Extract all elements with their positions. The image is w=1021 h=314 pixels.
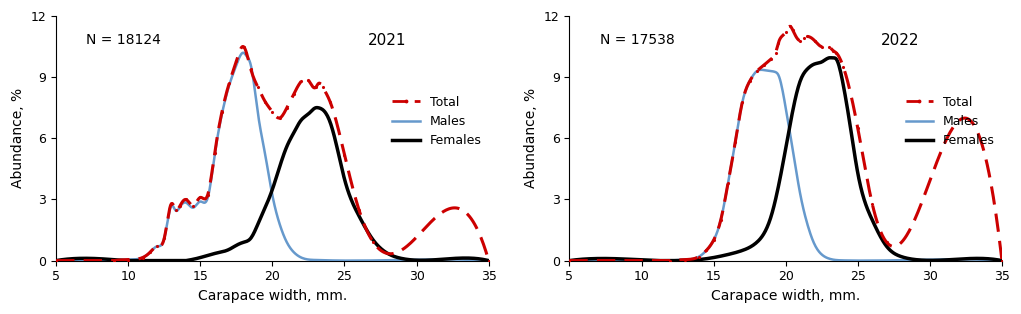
Legend: Total, Males, Females: Total, Males, Females	[901, 91, 1000, 152]
Y-axis label: Abundance, %: Abundance, %	[525, 88, 538, 188]
Text: N = 17538: N = 17538	[599, 33, 675, 47]
Text: 2022: 2022	[881, 33, 919, 48]
Text: 2021: 2021	[368, 33, 406, 48]
Y-axis label: Abundance, %: Abundance, %	[11, 88, 26, 188]
Legend: Total, Males, Females: Total, Males, Females	[387, 91, 487, 152]
X-axis label: Carapace width, mm.: Carapace width, mm.	[711, 289, 861, 303]
X-axis label: Carapace width, mm.: Carapace width, mm.	[198, 289, 347, 303]
Text: N = 18124: N = 18124	[87, 33, 161, 47]
